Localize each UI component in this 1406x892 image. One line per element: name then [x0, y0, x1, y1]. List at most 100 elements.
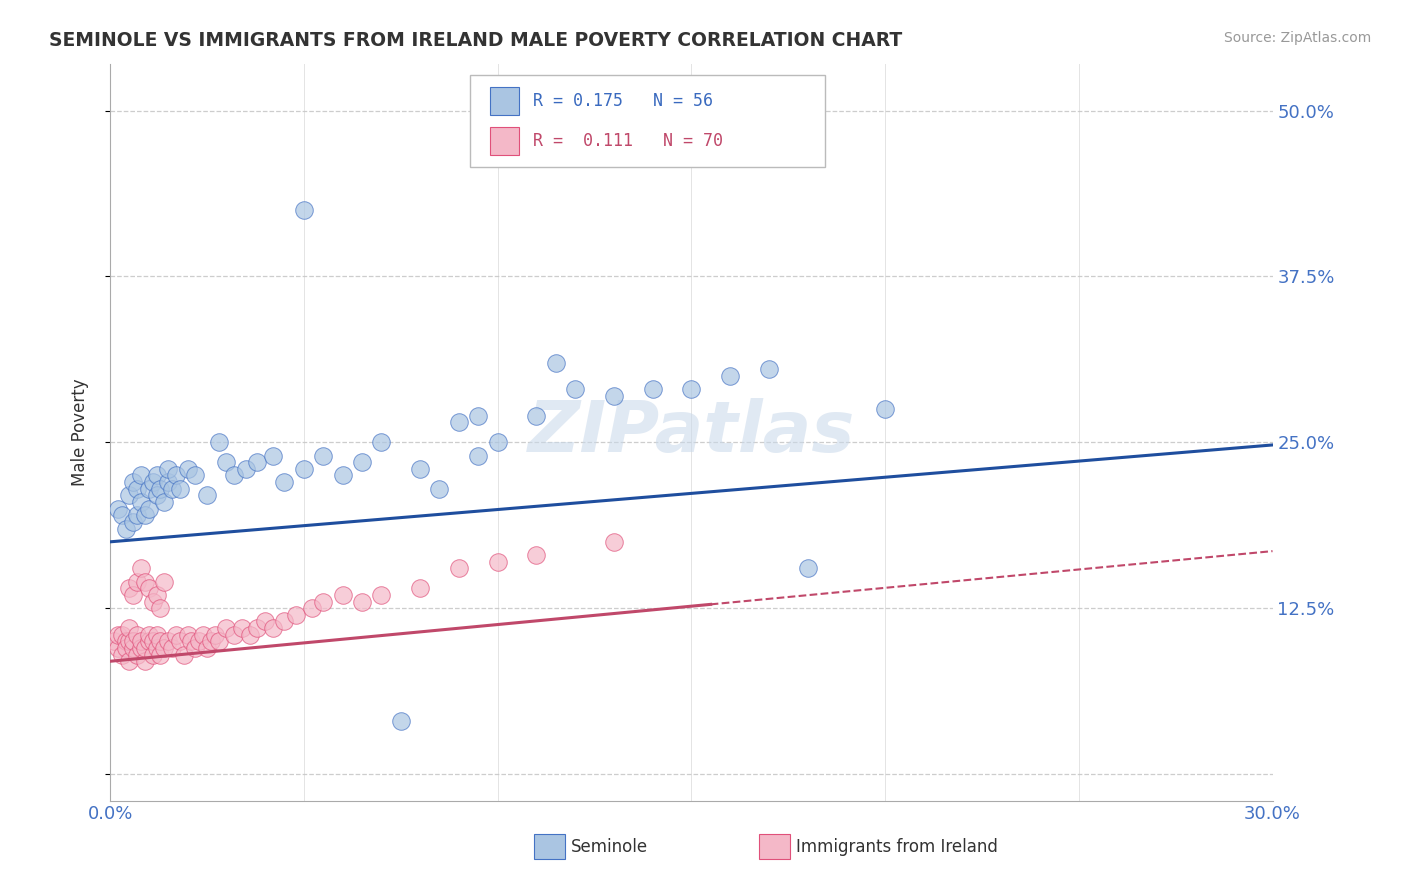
Point — [134, 574, 156, 589]
Point — [188, 634, 211, 648]
Bar — [491, 87, 519, 115]
Point — [262, 621, 284, 635]
Point — [138, 582, 160, 596]
Point — [603, 389, 626, 403]
Point — [129, 495, 152, 509]
Point — [122, 588, 145, 602]
Point — [129, 561, 152, 575]
Point — [370, 588, 392, 602]
Point — [107, 640, 129, 655]
Point — [111, 648, 134, 662]
Point — [207, 435, 229, 450]
Point — [149, 634, 172, 648]
Point — [103, 634, 125, 648]
Point — [350, 455, 373, 469]
Point — [114, 522, 136, 536]
Point — [292, 202, 315, 217]
Point — [389, 714, 412, 728]
Point — [681, 382, 703, 396]
Point — [165, 468, 187, 483]
Point — [204, 628, 226, 642]
Point — [127, 574, 149, 589]
Point — [285, 607, 308, 622]
Point — [160, 482, 183, 496]
Point — [524, 548, 547, 562]
Point — [138, 634, 160, 648]
Point — [184, 640, 207, 655]
Point — [641, 382, 664, 396]
Point — [157, 475, 180, 489]
Point — [603, 534, 626, 549]
Point — [107, 501, 129, 516]
Point — [544, 356, 567, 370]
Point — [239, 628, 262, 642]
Text: Seminole: Seminole — [571, 838, 648, 855]
Point — [142, 594, 165, 608]
Point — [409, 462, 432, 476]
Point — [292, 462, 315, 476]
Point — [195, 640, 218, 655]
Point — [127, 482, 149, 496]
Point — [122, 515, 145, 529]
Point — [145, 488, 167, 502]
Point — [486, 435, 509, 450]
Y-axis label: Male Poverty: Male Poverty — [72, 378, 89, 486]
Text: R =  0.111   N = 70: R = 0.111 N = 70 — [533, 132, 723, 150]
Point — [486, 555, 509, 569]
Point — [184, 468, 207, 483]
Point — [169, 634, 191, 648]
Point — [160, 640, 183, 655]
Point — [138, 501, 160, 516]
Text: SEMINOLE VS IMMIGRANTS FROM IRELAND MALE POVERTY CORRELATION CHART: SEMINOLE VS IMMIGRANTS FROM IRELAND MALE… — [49, 31, 903, 50]
Point — [222, 628, 245, 642]
Point — [138, 628, 160, 642]
Text: Source: ZipAtlas.com: Source: ZipAtlas.com — [1223, 31, 1371, 45]
Point — [134, 654, 156, 668]
Point — [118, 634, 141, 648]
Point — [149, 648, 172, 662]
Point — [246, 621, 269, 635]
Point — [153, 574, 176, 589]
Text: ZIPatlas: ZIPatlas — [527, 398, 855, 467]
Point — [149, 482, 172, 496]
Point — [524, 409, 547, 423]
Point — [145, 468, 167, 483]
Point — [447, 561, 470, 575]
Point — [134, 508, 156, 523]
Point — [332, 468, 354, 483]
Point — [409, 582, 432, 596]
Point — [273, 475, 295, 489]
Point — [111, 508, 134, 523]
Text: Immigrants from Ireland: Immigrants from Ireland — [796, 838, 998, 855]
Point — [114, 634, 136, 648]
Point — [169, 482, 191, 496]
Point — [467, 409, 489, 423]
Point — [111, 628, 134, 642]
Point — [138, 482, 160, 496]
Point — [157, 634, 180, 648]
Point — [796, 561, 818, 575]
Point — [312, 594, 335, 608]
Point — [129, 468, 152, 483]
Point — [153, 640, 176, 655]
Point — [118, 654, 141, 668]
Point — [180, 634, 202, 648]
Point — [370, 435, 392, 450]
Point — [142, 634, 165, 648]
Point — [301, 601, 323, 615]
Point — [235, 462, 257, 476]
Point — [122, 640, 145, 655]
Point — [262, 449, 284, 463]
Point — [215, 455, 238, 469]
Point — [134, 640, 156, 655]
Point — [122, 475, 145, 489]
Point — [564, 382, 586, 396]
Point — [718, 368, 741, 383]
Point — [312, 449, 335, 463]
Point — [118, 488, 141, 502]
Point — [467, 449, 489, 463]
Point — [176, 628, 198, 642]
Text: R = 0.175   N = 56: R = 0.175 N = 56 — [533, 92, 713, 111]
Point — [429, 482, 451, 496]
Point — [246, 455, 269, 469]
